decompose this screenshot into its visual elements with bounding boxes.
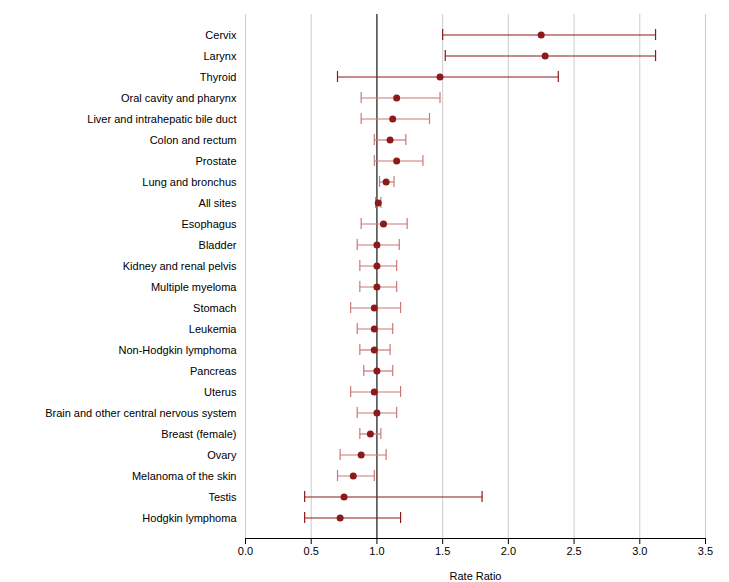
svg-text:Prostate: Prostate bbox=[196, 155, 237, 167]
svg-text:Esophagus: Esophagus bbox=[181, 218, 237, 230]
svg-text:Thyroid: Thyroid bbox=[200, 71, 237, 83]
svg-text:Hodgkin lymphoma: Hodgkin lymphoma bbox=[142, 512, 237, 524]
svg-text:Rate Ratio: Rate Ratio bbox=[450, 570, 502, 582]
svg-text:Leukemia: Leukemia bbox=[189, 323, 238, 335]
svg-text:1.5: 1.5 bbox=[435, 545, 450, 557]
svg-text:Ovary: Ovary bbox=[207, 449, 237, 461]
svg-text:0.5: 0.5 bbox=[304, 545, 319, 557]
svg-text:3.0: 3.0 bbox=[632, 545, 647, 557]
svg-text:Oral cavity and pharynx: Oral cavity and pharynx bbox=[121, 92, 237, 104]
svg-text:Non-Hodgkin lymphoma: Non-Hodgkin lymphoma bbox=[119, 344, 238, 356]
svg-text:2.5: 2.5 bbox=[566, 545, 581, 557]
svg-text:Uterus: Uterus bbox=[204, 386, 237, 398]
svg-text:Larynx: Larynx bbox=[203, 50, 237, 62]
svg-text:0.0: 0.0 bbox=[238, 545, 253, 557]
svg-text:Kidney and renal pelvis: Kidney and renal pelvis bbox=[123, 260, 237, 272]
svg-text:Breast (female): Breast (female) bbox=[161, 428, 236, 440]
svg-text:Multiple myeloma: Multiple myeloma bbox=[151, 281, 237, 293]
svg-text:Colon and rectum: Colon and rectum bbox=[150, 134, 237, 146]
svg-text:Testis: Testis bbox=[208, 491, 237, 503]
svg-text:Melanoma of the skin: Melanoma of the skin bbox=[132, 470, 237, 482]
svg-text:Liver and intrahepatic bile du: Liver and intrahepatic bile duct bbox=[87, 113, 236, 125]
svg-text:Cervix: Cervix bbox=[205, 29, 237, 41]
svg-text:2.0: 2.0 bbox=[501, 545, 516, 557]
svg-text:Bladder: Bladder bbox=[199, 239, 237, 251]
svg-text:3.5: 3.5 bbox=[698, 545, 713, 557]
svg-text:Stomach: Stomach bbox=[193, 302, 236, 314]
svg-text:1.0: 1.0 bbox=[369, 545, 384, 557]
svg-text:Pancreas: Pancreas bbox=[190, 365, 237, 377]
svg-text:Brain and other central nervou: Brain and other central nervous system bbox=[45, 407, 236, 419]
svg-text:Lung and bronchus: Lung and bronchus bbox=[142, 176, 237, 188]
svg-text:All sites: All sites bbox=[199, 197, 237, 209]
